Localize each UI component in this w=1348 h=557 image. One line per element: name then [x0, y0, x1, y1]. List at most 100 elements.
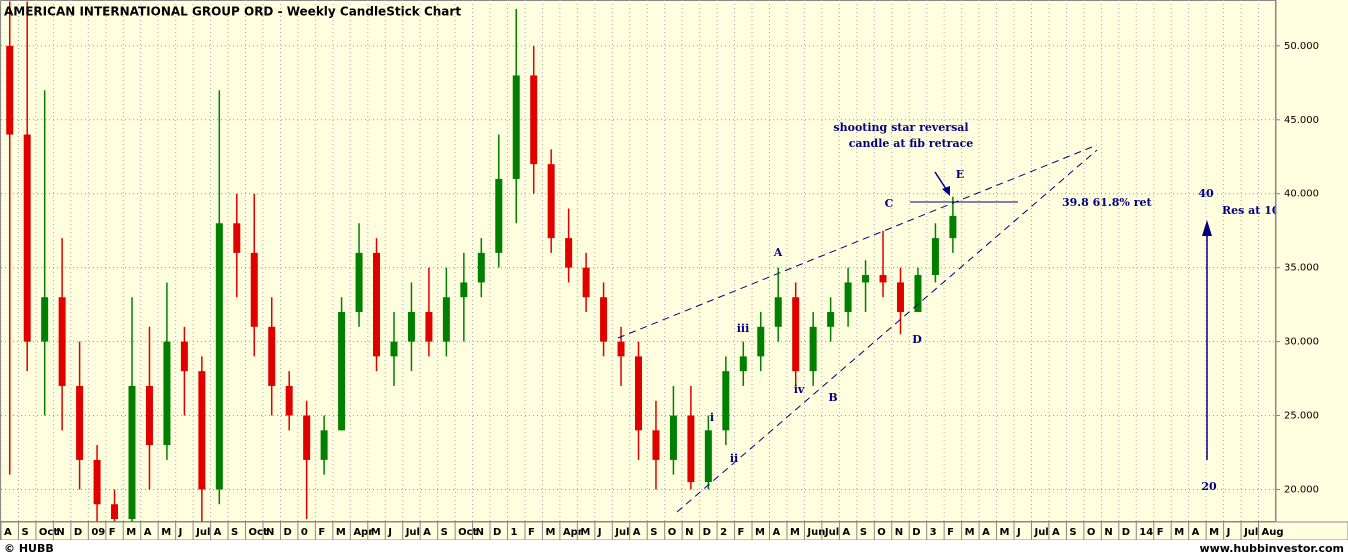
candle-body: [390, 341, 398, 357]
x-tick-label: Apr: [353, 527, 373, 538]
x-tick-label: Apr: [563, 527, 583, 538]
x-tick-label: A: [982, 527, 990, 538]
x-tick-label: 0: [301, 527, 308, 538]
x-tick-label: O: [1087, 527, 1096, 538]
x-tick-label: A: [214, 527, 222, 538]
x-tick-label: Oct: [458, 527, 477, 538]
x-tick-label: Jul: [405, 527, 420, 538]
candle-body: [809, 326, 817, 372]
y-tick-label: 25.000: [1284, 411, 1319, 422]
x-tick-label: Jul: [195, 527, 210, 538]
upper-trendline: [617, 144, 1098, 339]
candle-body: [23, 134, 31, 342]
x-tick-label: Oct: [249, 527, 268, 538]
candle-body: [530, 75, 538, 165]
candle-body: [407, 312, 415, 342]
wave-label: E: [956, 168, 964, 181]
candle-body: [827, 312, 835, 327]
x-tick-label: J: [597, 527, 602, 538]
candle-body: [600, 297, 608, 342]
x-tick-label: 2: [720, 527, 727, 538]
x-tick-label: N: [266, 527, 274, 538]
wave-label: C: [885, 197, 894, 210]
candle-body: [949, 215, 957, 239]
x-tick-label: F: [318, 527, 325, 538]
x-tick-label: M: [371, 527, 381, 538]
x-tick-label: J: [178, 527, 183, 538]
footer-left: © HUBB: [4, 542, 54, 555]
candle-body: [477, 252, 485, 283]
candle-body: [757, 326, 765, 357]
x-tick-label: S: [860, 527, 867, 538]
wave-label: iv: [794, 383, 805, 396]
target-label: 40: [1198, 187, 1214, 200]
y-tick-label: 30.000: [1284, 337, 1319, 348]
candle-body: [495, 178, 503, 253]
footer-right: www.hubbinvestor.com: [1199, 542, 1344, 555]
x-tick-label: M: [790, 527, 800, 538]
x-tick-label: A: [772, 527, 780, 538]
x-tick-label: N: [685, 527, 693, 538]
footer: [0, 540, 1348, 557]
x-tick-label: A: [633, 527, 641, 538]
x-tick-label: N: [895, 527, 903, 538]
target-label: 20: [1201, 480, 1217, 493]
x-tick-label: N: [476, 527, 484, 538]
candle-body: [303, 415, 311, 460]
candle-body: [722, 371, 730, 431]
x-tick-label: A: [423, 527, 431, 538]
candle-body: [145, 385, 153, 446]
candle-body: [58, 297, 66, 386]
x-tick-label: Jun: [806, 527, 825, 538]
candle-body: [652, 430, 660, 460]
candle-body: [198, 371, 206, 490]
x-tick-label: O: [877, 527, 886, 538]
candle-body: [373, 252, 381, 357]
candle-body: [111, 504, 119, 520]
x-tick-label: D: [74, 527, 82, 538]
trendlines: [617, 144, 1098, 513]
x-tick-label: 1: [511, 527, 518, 538]
y-axis: 20.000 25.000 30.000 35.000 40.000 45.000 50.0…: [1276, 41, 1319, 495]
x-tick-label: S: [231, 527, 238, 538]
x-tick-label: S: [441, 527, 448, 538]
x-tick-label: Jul: [614, 527, 629, 538]
x-tick-label: F: [1157, 527, 1164, 538]
candle-body: [617, 341, 625, 357]
x-tick-label: Oct: [39, 527, 58, 538]
x-tick-label: M: [336, 527, 346, 538]
y-tick-label: 50.000: [1284, 41, 1319, 52]
x-tick-label: D: [912, 527, 920, 538]
x-tick-label: M: [580, 527, 590, 538]
x-tick-label: A: [144, 527, 152, 538]
x-tick-label: A: [4, 527, 12, 538]
candle-body: [635, 356, 642, 431]
x-tick-label: A: [1192, 527, 1200, 538]
candle-body: [914, 275, 922, 313]
x-tick-label: Jul: [1033, 527, 1048, 538]
wave-label: i: [710, 411, 714, 424]
x-tick-label: S: [650, 527, 657, 538]
x-tick-label: A: [842, 527, 850, 538]
x-tick-label: J: [1226, 527, 1231, 538]
y-tick-label: 35.000: [1284, 263, 1319, 274]
candle-body: [687, 415, 695, 483]
note: shooting star reversal: [833, 121, 968, 134]
x-tick-label: 3: [930, 527, 937, 538]
candle-body: [250, 252, 258, 327]
candle-body: [268, 326, 276, 386]
candle-body: [425, 312, 433, 342]
x-tick-label: 14: [1139, 527, 1153, 538]
y-tick-label: 20.000: [1284, 484, 1319, 495]
target-arrow-head: [1202, 220, 1212, 236]
candle-body: [704, 430, 712, 483]
wave-label: D: [912, 333, 922, 346]
note-arrow-head: [942, 186, 950, 196]
x-tick-label: D: [703, 527, 711, 538]
chart-title: AMERICAN INTERNATIONAL GROUP ORD - Weekl…: [4, 5, 461, 19]
x-tick-label: M: [1000, 527, 1010, 538]
wave-label: B: [828, 391, 837, 404]
x-tick-label: D: [493, 527, 501, 538]
x-tick-label: 09: [91, 527, 105, 538]
